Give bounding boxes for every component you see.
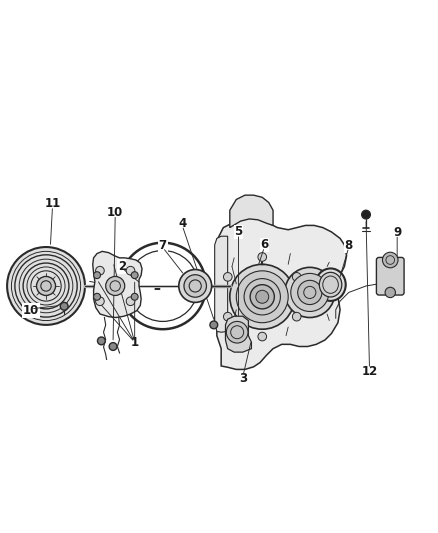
FancyBboxPatch shape <box>376 257 404 295</box>
Text: 2: 2 <box>118 260 126 273</box>
Circle shape <box>109 343 117 350</box>
Circle shape <box>210 321 218 329</box>
Circle shape <box>94 293 100 300</box>
Circle shape <box>244 279 280 315</box>
Text: 12: 12 <box>361 365 378 378</box>
Circle shape <box>226 321 248 343</box>
Circle shape <box>258 253 267 261</box>
Circle shape <box>179 270 212 302</box>
Text: 5: 5 <box>234 225 243 238</box>
Text: 10: 10 <box>23 304 39 317</box>
Ellipse shape <box>319 272 342 297</box>
Polygon shape <box>93 252 142 318</box>
Text: 9: 9 <box>393 227 401 239</box>
Text: 1: 1 <box>131 336 139 349</box>
Polygon shape <box>217 217 346 369</box>
Circle shape <box>230 264 295 329</box>
Circle shape <box>298 280 322 304</box>
Circle shape <box>293 272 301 281</box>
Text: 6: 6 <box>260 238 268 252</box>
Circle shape <box>223 272 232 281</box>
Text: 10: 10 <box>107 206 124 219</box>
Circle shape <box>36 277 56 295</box>
Circle shape <box>95 297 104 305</box>
Circle shape <box>7 247 85 325</box>
Circle shape <box>184 274 206 297</box>
Polygon shape <box>215 236 228 332</box>
Polygon shape <box>226 316 251 352</box>
Circle shape <box>223 312 232 321</box>
Text: 3: 3 <box>239 373 247 385</box>
Circle shape <box>250 285 274 309</box>
Circle shape <box>95 266 104 275</box>
Circle shape <box>106 277 125 295</box>
Polygon shape <box>230 195 273 228</box>
Circle shape <box>385 287 396 297</box>
Text: 8: 8 <box>345 239 353 252</box>
Circle shape <box>293 312 301 321</box>
Text: 4: 4 <box>178 217 186 230</box>
Text: 7: 7 <box>159 239 167 252</box>
Text: 11: 11 <box>44 197 60 211</box>
Circle shape <box>256 290 269 303</box>
Circle shape <box>94 272 100 279</box>
Circle shape <box>236 271 288 322</box>
Circle shape <box>362 211 371 219</box>
Circle shape <box>131 293 138 300</box>
Circle shape <box>60 302 68 310</box>
Circle shape <box>291 273 329 311</box>
Circle shape <box>258 332 267 341</box>
Circle shape <box>126 297 135 305</box>
Circle shape <box>98 337 105 345</box>
Ellipse shape <box>315 269 346 301</box>
Circle shape <box>382 252 398 268</box>
Circle shape <box>131 272 138 279</box>
Circle shape <box>126 266 135 275</box>
Circle shape <box>285 268 335 318</box>
